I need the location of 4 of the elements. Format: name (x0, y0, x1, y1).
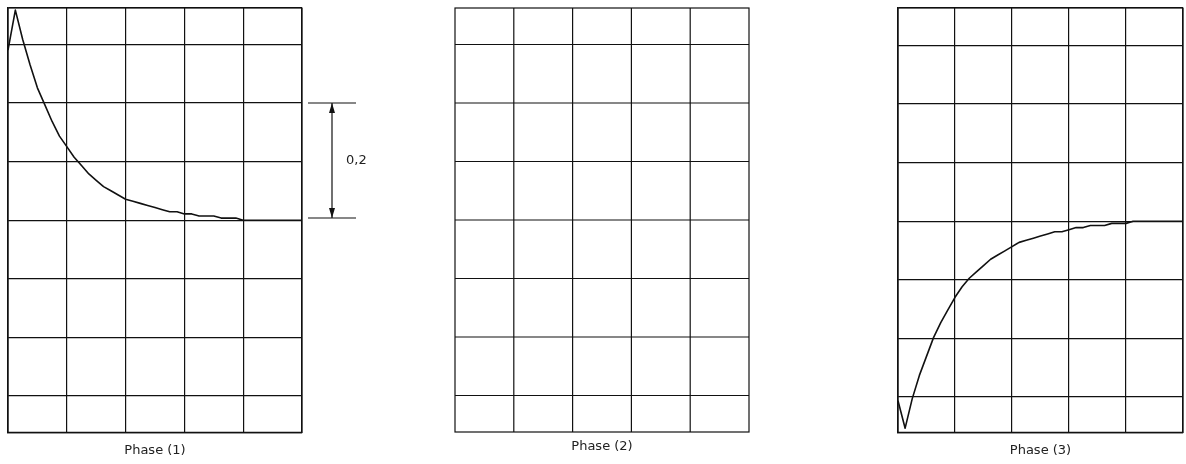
x-axis-title: Phase (1) (124, 441, 186, 457)
x-axis-title: Phase (3) (1009, 441, 1072, 457)
text: 0,2 (346, 152, 367, 167)
text: Phase (2) (570, 438, 634, 453)
